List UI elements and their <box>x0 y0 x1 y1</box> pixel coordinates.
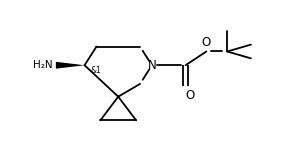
Text: O: O <box>186 89 195 102</box>
Text: &1: &1 <box>90 66 101 75</box>
Text: O: O <box>202 35 211 49</box>
Text: N: N <box>148 59 156 72</box>
Polygon shape <box>56 62 85 69</box>
Text: H₂N: H₂N <box>33 60 53 70</box>
